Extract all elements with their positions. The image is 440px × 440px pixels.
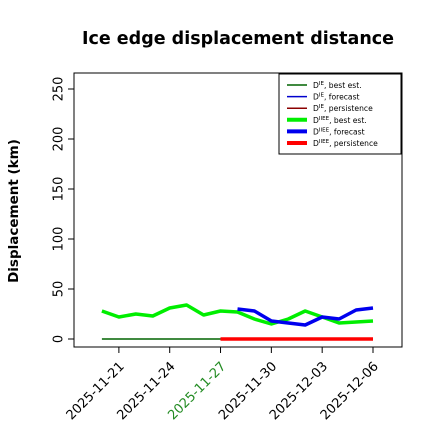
- series-line-dII_forecast: [237, 306, 374, 327]
- legend-label-dII_persist: DIIEE, persistence: [313, 139, 378, 148]
- y-tick-label: 150: [52, 177, 67, 202]
- y-axis: 0 50 100 150 200 250: [52, 77, 74, 343]
- y-tick-label: 200: [52, 127, 67, 152]
- chart-title: Ice edge displacement distance: [82, 29, 394, 49]
- legend-label-dII_best: DIIEE, best est.: [313, 116, 367, 125]
- y-tick-label: 50: [52, 281, 67, 298]
- plot-frame: [73, 72, 403, 348]
- legend-label-dII_forecast: DIIEE, forecast: [313, 127, 365, 136]
- series-layer: [101, 303, 374, 341]
- y-tick-label: 250: [52, 77, 67, 102]
- series-line-dII_best: [101, 303, 374, 326]
- y-tick-label: 100: [52, 227, 67, 252]
- legend-box: [278, 73, 402, 155]
- legend-label-dI_forecast: DIE, forecast: [313, 93, 360, 102]
- y-tick-label: 0: [52, 335, 67, 343]
- legend: DIE, best est. DIE, forecast DIE, persiste…: [278, 73, 402, 155]
- x-axis: 2025-11-212025-11-242025-11-272025-11-30…: [64, 347, 382, 423]
- legend-label-dI_persist: DIE, persistence: [313, 104, 373, 113]
- y-axis-label: Displacement (km): [6, 139, 22, 283]
- legend-label-dI_best: DIE, best est.: [313, 81, 362, 90]
